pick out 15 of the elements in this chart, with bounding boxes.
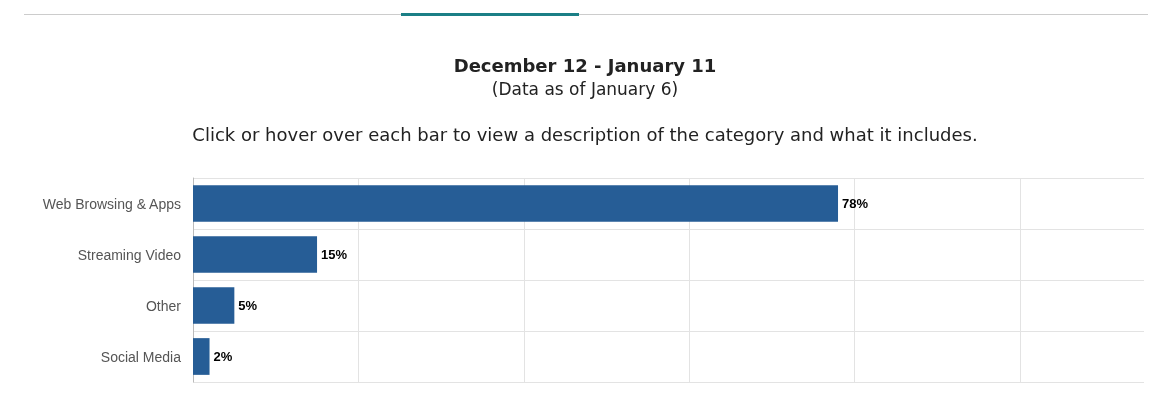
data-label: 5% bbox=[238, 298, 258, 313]
data-label: 2% bbox=[213, 349, 233, 364]
bar bbox=[193, 287, 235, 324]
data-label: 78% bbox=[842, 196, 869, 211]
y-tick-label: Other bbox=[145, 297, 182, 314]
chart-title: December 12 - January 11 bbox=[453, 54, 717, 76]
text: Click or hover over each bar to view a description of the category and what it includes. bbox=[192, 123, 978, 145]
chart-subtitle: (Data as of January 6) bbox=[491, 78, 679, 99]
y-tick-label: Social Media bbox=[100, 348, 182, 365]
bar bbox=[193, 185, 839, 222]
bar bbox=[193, 338, 210, 375]
data-label: 15% bbox=[321, 247, 348, 262]
bar bbox=[193, 236, 318, 273]
y-tick-label: Web Browsing & Apps bbox=[42, 195, 181, 212]
y-tick-label: Streaming Video bbox=[77, 246, 182, 263]
